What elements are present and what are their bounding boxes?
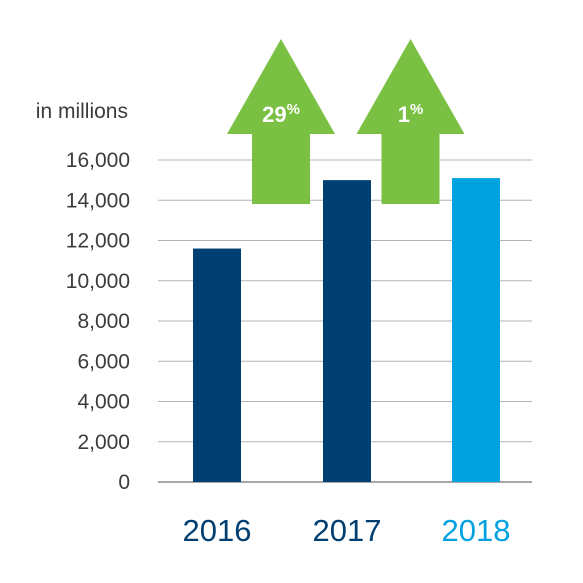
x-category-label: 2016 <box>183 513 252 548</box>
growth-arrow-icon <box>356 39 465 204</box>
y-tick-label: 8,000 <box>77 310 130 333</box>
y-tick-label: 2,000 <box>77 431 130 454</box>
y-tick-label: 0 <box>118 471 130 494</box>
bar-2017 <box>323 180 371 482</box>
y-tick-label: 14,000 <box>66 189 130 212</box>
unit-label: in millions <box>36 100 128 123</box>
growth-arrows: 29% 1% <box>227 39 465 204</box>
growth-arrow-icon <box>227 39 335 204</box>
y-tick-label: 6,000 <box>77 350 130 373</box>
x-axis-category-labels: 2016 2017 2018 <box>183 513 511 548</box>
growth-arrow-label: 1% <box>398 101 424 127</box>
bar-2016 <box>193 248 241 482</box>
y-tick-label: 4,000 <box>77 391 130 414</box>
y-tick-label: 16,000 <box>66 149 130 172</box>
y-tick-label: 12,000 <box>66 230 130 253</box>
y-tick-label: 10,000 <box>66 270 130 293</box>
x-category-label: 2018 <box>442 513 511 548</box>
bars <box>193 178 500 483</box>
x-category-label: 2017 <box>313 513 382 548</box>
growth-arrow-label: 29% <box>262 101 300 127</box>
bar-2018 <box>452 178 500 483</box>
y-axis-tick-labels: 0 2,000 4,000 6,000 8,000 10,000 12,000 14,000 1… <box>66 149 130 494</box>
